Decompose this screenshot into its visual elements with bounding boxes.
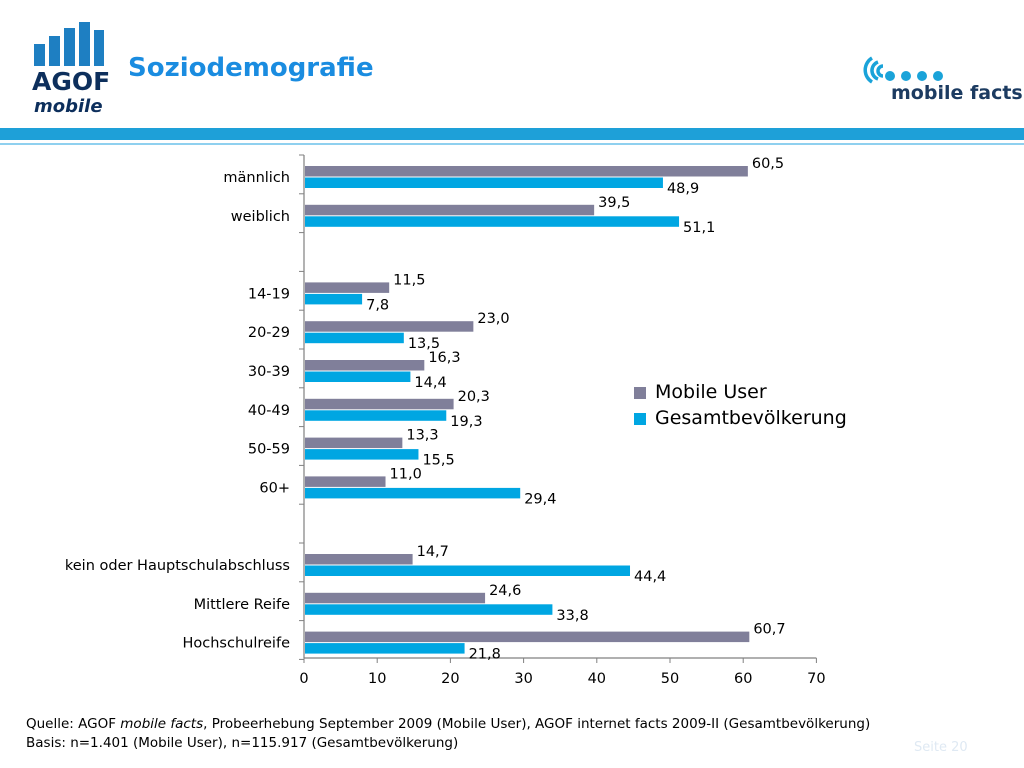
data-label: 44,4	[634, 569, 666, 585]
data-label: 13,3	[406, 428, 438, 444]
data-label: 7,8	[366, 297, 389, 313]
bar-mobile-user	[305, 554, 413, 565]
data-label: 21,8	[469, 647, 501, 663]
category-label: männlich	[223, 170, 290, 186]
x-tick-label: 50	[661, 671, 679, 687]
data-label: 14,7	[417, 544, 449, 560]
bar-gesamtbevoelkerung	[305, 643, 465, 654]
bar-mobile-user	[305, 398, 454, 410]
mobile-facts-logo: mobile facts	[856, 52, 1023, 112]
category-label: 30-39	[248, 364, 290, 380]
category-label: 60+	[259, 480, 290, 496]
source-line: Quelle: AGOF mobile facts, Probeerhebung…	[26, 716, 871, 732]
x-tick-label: 40	[588, 671, 606, 687]
agof-bars-icon	[34, 22, 104, 66]
data-label: 19,3	[450, 414, 482, 430]
source-italic: mobile facts	[120, 716, 204, 732]
bar-mobile-user	[305, 360, 425, 371]
bar-gesamtbevoelkerung	[305, 332, 404, 344]
bar-mobile-user	[305, 476, 386, 487]
bar-mobile-user	[305, 321, 474, 332]
bar-gesamtbevoelkerung	[305, 371, 411, 382]
page-number: Seite 20	[914, 740, 968, 755]
data-label: 15,5	[422, 453, 454, 469]
category-label: 20-29	[248, 325, 290, 341]
data-label: 11,5	[393, 272, 425, 288]
category-label: weiblich	[231, 209, 290, 225]
x-tick-label: 30	[514, 671, 532, 687]
data-label: 13,5	[408, 336, 440, 352]
category-label: Mittlere Reife	[194, 597, 291, 613]
bar-gesamtbevoelkerung	[305, 177, 663, 188]
data-label: 20,3	[458, 389, 490, 405]
agof-mobile-logo: AGOF mobile	[30, 22, 120, 122]
mobile-facts-logo-text: mobile facts	[891, 82, 1023, 104]
category-label: 40-49	[248, 403, 290, 419]
header-band	[0, 128, 1024, 140]
bar-chart: 0 10 20 30 40 50 60 70 männlich 60,5 48,9 weiblich 3…	[65, 154, 847, 687]
bar-gesamtbevoelkerung	[305, 487, 521, 499]
bar-mobile-user	[305, 204, 595, 216]
bar-mobile-user	[305, 437, 403, 449]
data-label: 23,0	[477, 311, 509, 327]
data-label: 24,6	[489, 583, 521, 599]
data-label: 48,9	[667, 181, 699, 197]
x-tick-label: 70	[807, 671, 825, 687]
x-tick-label: 20	[441, 671, 459, 687]
bar-gesamtbevoelkerung	[305, 410, 447, 421]
data-label: 60,7	[753, 622, 785, 638]
bar-gesamtbevoelkerung	[305, 565, 631, 576]
header-thin-line	[0, 143, 1024, 145]
bar-mobile-user	[305, 631, 750, 643]
category-label: Hochschulreife	[183, 636, 291, 652]
agof-logo-sub: mobile	[34, 96, 103, 117]
data-label: 29,4	[524, 491, 556, 507]
basis-line: Basis: n=1.401 (Mobile User), n=115.917 …	[26, 735, 459, 751]
data-label: 14,4	[414, 375, 446, 391]
data-label: 51,1	[683, 220, 715, 236]
data-label: 39,5	[598, 195, 630, 211]
bar-gesamtbevoelkerung	[305, 604, 553, 615]
legend-swatch	[634, 413, 646, 425]
bar-gesamtbevoelkerung	[305, 449, 419, 460]
bar-mobile-user	[305, 166, 748, 177]
bar-mobile-user	[305, 282, 390, 293]
category-label: kein oder Hauptschulabschluss	[65, 558, 290, 574]
x-tick-label: 0	[299, 671, 308, 687]
page-title: Soziodemografie	[128, 53, 374, 83]
bar-gesamtbevoelkerung	[305, 216, 680, 227]
category-label: 14-19	[248, 286, 290, 302]
x-tick-label: 10	[368, 671, 386, 687]
bar-gesamtbevoelkerung	[305, 293, 363, 305]
category-label: 50-59	[248, 442, 290, 458]
bar-mobile-user	[305, 592, 486, 604]
data-label: 16,3	[428, 350, 460, 366]
signal-waves-icon	[863, 56, 927, 84]
legend-swatch	[634, 387, 646, 399]
legend-label: Gesamtbevölkerung	[655, 407, 847, 429]
source-note: Quelle: AGOF mobile facts, Probeerhebung…	[26, 715, 870, 753]
agof-logo-text: AGOF	[32, 67, 111, 96]
legend-label: Mobile User	[655, 381, 767, 403]
data-label: 33,8	[556, 608, 588, 624]
x-tick-label: 60	[734, 671, 752, 687]
data-label: 60,5	[752, 156, 784, 172]
data-label: 11,0	[390, 466, 422, 482]
